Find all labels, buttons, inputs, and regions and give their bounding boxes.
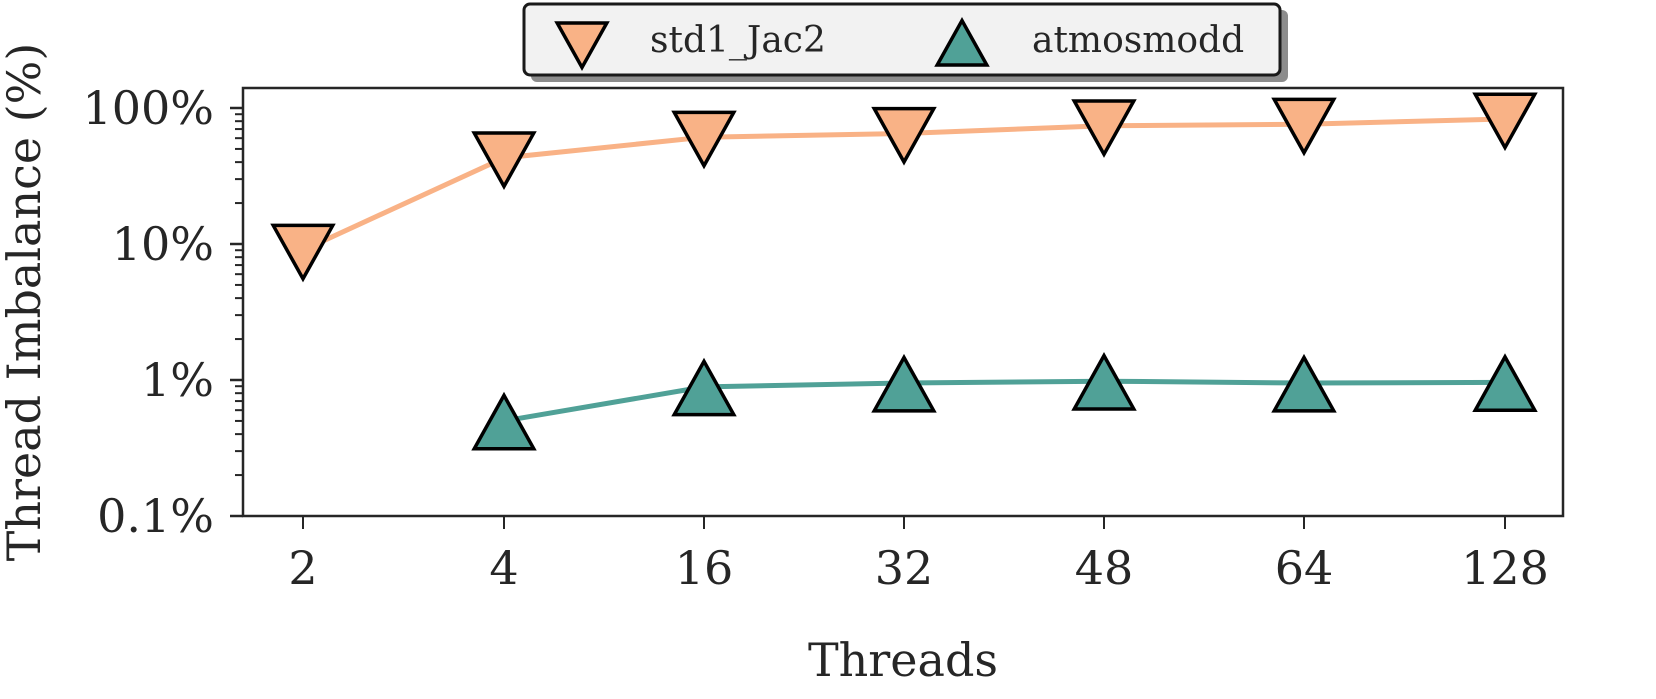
y-minor-ticks <box>235 113 243 477</box>
x-tick-label: 16 <box>675 541 734 595</box>
x-tick-label: 48 <box>1075 541 1134 595</box>
x-tick-label: 2 <box>288 541 317 595</box>
series-layer <box>270 92 1538 451</box>
data-point-std1-jac2 <box>1271 97 1337 157</box>
legend-box <box>522 2 1282 77</box>
data-point-atmosmodd <box>471 391 537 451</box>
data-point-atmosmodd <box>1472 353 1538 412</box>
legend: std1_Jac2 atmosmodd <box>522 2 1288 82</box>
x-tick-label: 128 <box>1461 541 1549 595</box>
y-tick-label: 0.1% <box>97 489 214 543</box>
y-tick-label: 100% <box>82 81 214 135</box>
data-point-std1-jac2 <box>471 131 537 190</box>
x-tick-label: 32 <box>875 541 934 595</box>
legend-marker-atmosmodd <box>934 16 990 67</box>
x-ticks: 2 4 16 32 48 64 128 <box>288 516 1549 595</box>
data-point-std1-jac2 <box>871 106 937 166</box>
data-point-atmosmodd <box>1271 353 1337 413</box>
y-major-ticks: 100% 10% 1% 0.1% <box>82 81 243 543</box>
legend-items <box>554 16 990 72</box>
data-point-atmosmodd <box>671 357 737 417</box>
x-axis-label: Threads <box>808 633 998 687</box>
x-tick-label: 64 <box>1275 541 1334 595</box>
x-tick-label: 4 <box>489 541 518 595</box>
series-line-atmosmodd <box>503 378 1506 424</box>
data-point-std1-jac2 <box>1472 92 1538 152</box>
legend-label-atmosmodd: atmosmodd <box>1032 20 1244 61</box>
legend-label-std1-jac2: std1_Jac2 <box>650 20 826 61</box>
y-tick-label: 10% <box>112 217 214 271</box>
data-point-std1-jac2 <box>1071 99 1137 158</box>
data-point-std1-jac2 <box>270 223 336 283</box>
y-axis-label: Thread Imbalance (%) <box>0 43 51 562</box>
legend-marker-std1-jac2 <box>554 21 610 72</box>
data-point-atmosmodd <box>871 353 937 413</box>
data-point-atmosmodd <box>1071 352 1137 411</box>
y-tick-label: 1% <box>141 353 214 407</box>
data-point-std1-jac2 <box>671 110 737 170</box>
plot-frame <box>241 86 1565 518</box>
